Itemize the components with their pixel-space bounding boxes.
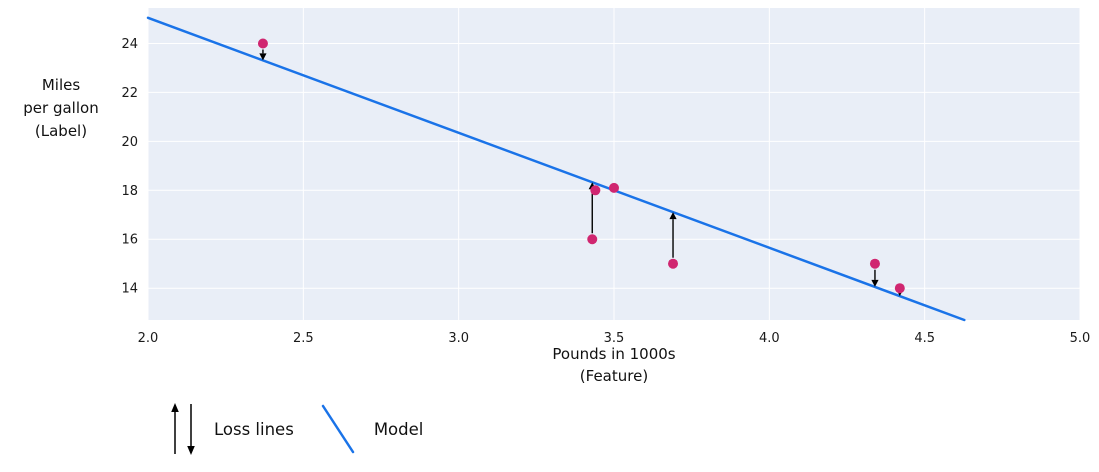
up-arrowhead-icon [171,403,179,412]
data-point [668,258,679,269]
x-axis-label-line-1: Pounds in 1000s [552,345,676,363]
y-tick-label: 22 [121,86,138,101]
y-tick-label: 24 [121,37,138,52]
x-axis-label: Pounds in 1000s (Feature) [148,343,1080,387]
x-tick-label: 4.0 [759,331,780,346]
model-line [146,16,966,322]
data-point [590,185,601,196]
data-point [894,283,905,294]
x-axis-label-line-2: (Feature) [579,367,649,385]
x-tick-label: 3.5 [604,331,625,346]
x-tick-label: 5.0 [1070,331,1091,346]
x-tick-label: 4.5 [914,331,935,346]
legend-item-model: Model [316,400,424,458]
y-axis-label: Miles per gallon (Label) [6,74,116,143]
y-tick-label: 16 [121,233,138,248]
x-tick-label: 3.0 [448,331,469,346]
y-axis-label-line-3: (Label) [34,122,88,140]
loss-line-arrowhead [669,212,677,220]
loss-line-arrowhead [871,279,879,287]
legend-label-loss-lines: Loss lines [214,419,294,439]
x-tick-label: 2.0 [138,331,159,346]
data-point [257,38,268,49]
down-arrowhead-icon [187,446,195,455]
y-tick-label: 20 [121,135,138,150]
data-point [587,234,598,245]
legend-item-loss-lines: Loss lines [166,400,294,458]
loss-line-arrowhead [259,53,267,61]
data-point [869,258,880,269]
model-line-icon [321,404,355,454]
legend: Loss lines Model [166,400,423,458]
legend-label-model: Model [373,419,424,439]
y-tick-label: 18 [121,184,138,199]
data-point [609,182,619,193]
y-tick-label: 14 [121,282,138,297]
x-tick-label: 2.5 [293,331,314,346]
model-line-swatch [321,404,355,454]
y-axis-label-line-1: Miles [41,76,81,94]
loss-lines-icon [171,403,195,455]
y-axis-label-line-2: per gallon [23,99,99,117]
